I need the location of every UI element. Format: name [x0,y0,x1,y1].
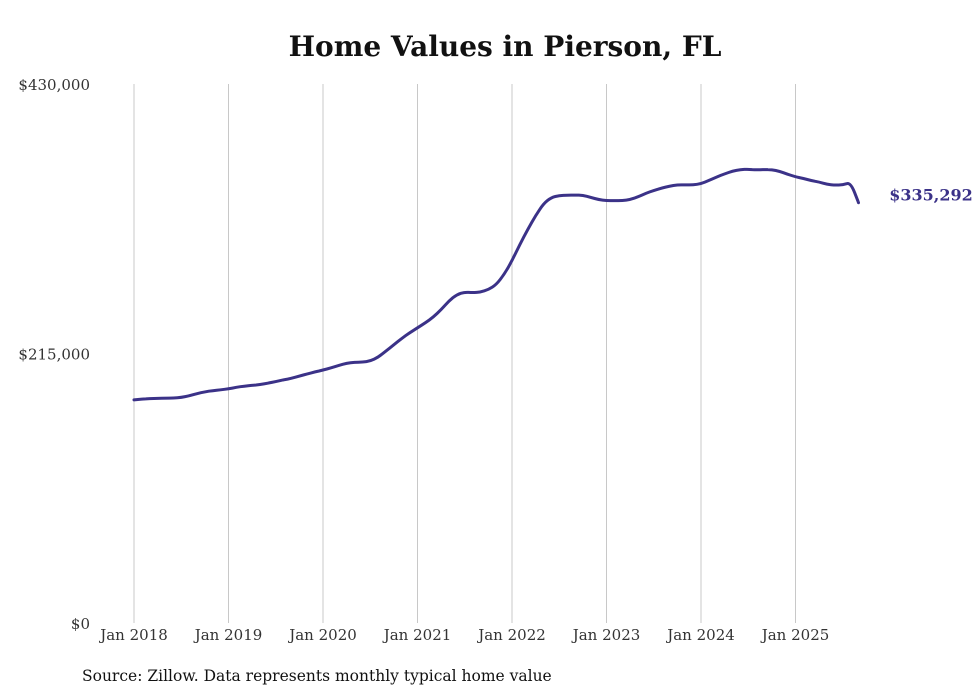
x-tick-label-4: Jan 2022 [476,626,546,644]
y-tick-label-0: $0 [71,615,90,633]
x-tick-label-3: Jan 2021 [382,626,452,644]
x-tick-label-6: Jan 2024 [665,626,735,644]
source-note: Source: Zillow. Data represents monthly … [82,667,552,685]
chart-title: Home Values in Pierson, FL [288,30,722,63]
series-layer [132,167,861,402]
grid-layer [133,84,796,623]
label-layer: $335,292 [889,186,973,205]
x-tick-label-7: Jan 2025 [760,626,830,644]
x-tick-label-2: Jan 2020 [287,626,357,644]
y-axis: $0 $215,000 $430,000 [18,76,90,633]
x-axis: Jan 2018 Jan 2019 Jan 2020 Jan 2021 Jan 2022… [98,626,829,644]
y-tick-label-1: $215,000 [18,346,90,364]
end-value-label: $335,292 [889,186,973,205]
y-tick-label-2: $430,000 [18,76,90,94]
x-tick-label-1: Jan 2019 [193,626,263,644]
x-tick-label-5: Jan 2023 [571,626,641,644]
x-tick-label-0: Jan 2018 [98,626,168,644]
series-line-0 [132,167,861,402]
